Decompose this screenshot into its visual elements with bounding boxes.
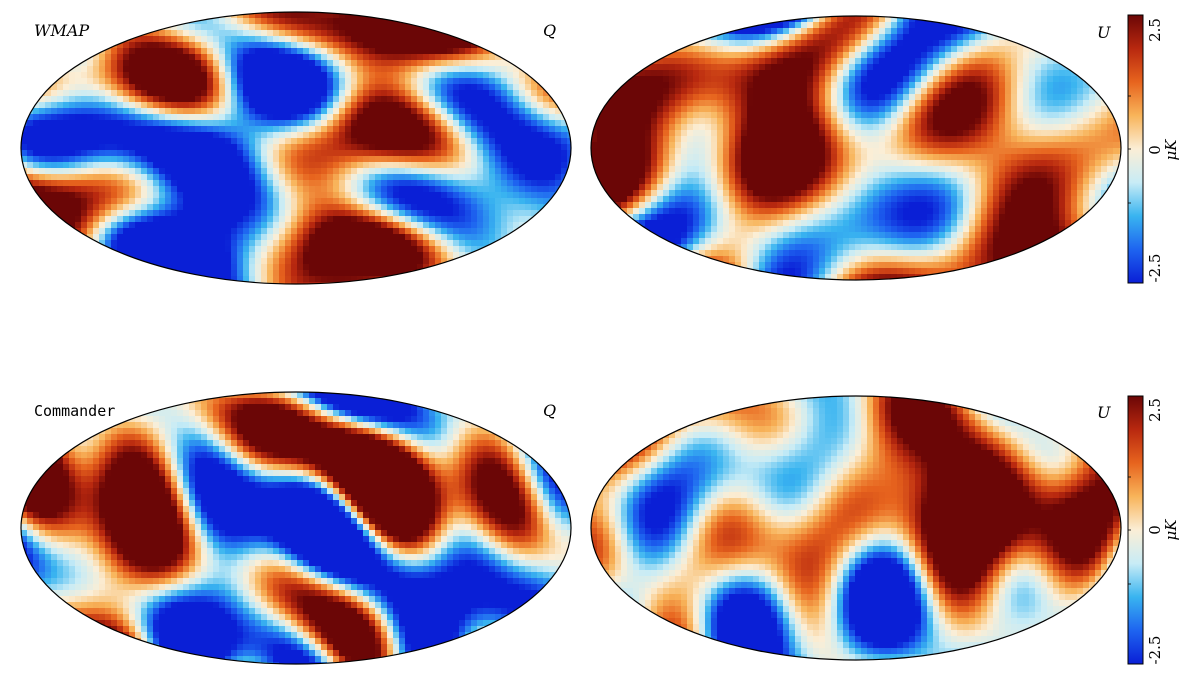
- component-label-wmap-u: U: [1097, 23, 1111, 42]
- colorbar-unit-label: μK: [1162, 519, 1180, 541]
- dataset-label-wmap: WMAP: [34, 21, 89, 40]
- row-commander: Commander Q U 2.5 0 μK -2.5: [20, 391, 1180, 665]
- map-panel-wmap-q: [20, 11, 572, 285]
- colorbar-wmap: 2.5 0 μK -2.5: [1127, 14, 1180, 284]
- colorbar-min-label: -2.5: [1146, 636, 1164, 665]
- component-label-commander-u: U: [1097, 403, 1111, 422]
- map-outline: [20, 11, 572, 285]
- map-outline: [590, 395, 1122, 661]
- colorbar-zero-label: 0: [1146, 525, 1164, 535]
- dataset-label-commander: Commander: [34, 402, 115, 420]
- map-outline: [590, 15, 1122, 281]
- colorbar-max-label: 2.5: [1146, 18, 1164, 42]
- map-panel-commander-u: [590, 395, 1122, 661]
- colorbar-max-label: 2.5: [1146, 398, 1164, 422]
- map-panel-wmap-u: [590, 15, 1122, 281]
- component-label-commander-q: Q: [543, 401, 556, 420]
- colorbar-zero-label: 0: [1146, 145, 1164, 155]
- map-outline: [20, 391, 572, 665]
- colorbar-commander: 2.5 0 μK -2.5: [1127, 395, 1180, 665]
- colorbar-unit-label: μK: [1162, 139, 1180, 161]
- colorbar-min-label: -2.5: [1146, 254, 1164, 283]
- row-wmap: WMAP Q U 2.5 0 μK -2.5: [20, 11, 1180, 285]
- component-label-wmap-q: Q: [543, 21, 556, 40]
- map-panel-commander-q: [20, 391, 572, 665]
